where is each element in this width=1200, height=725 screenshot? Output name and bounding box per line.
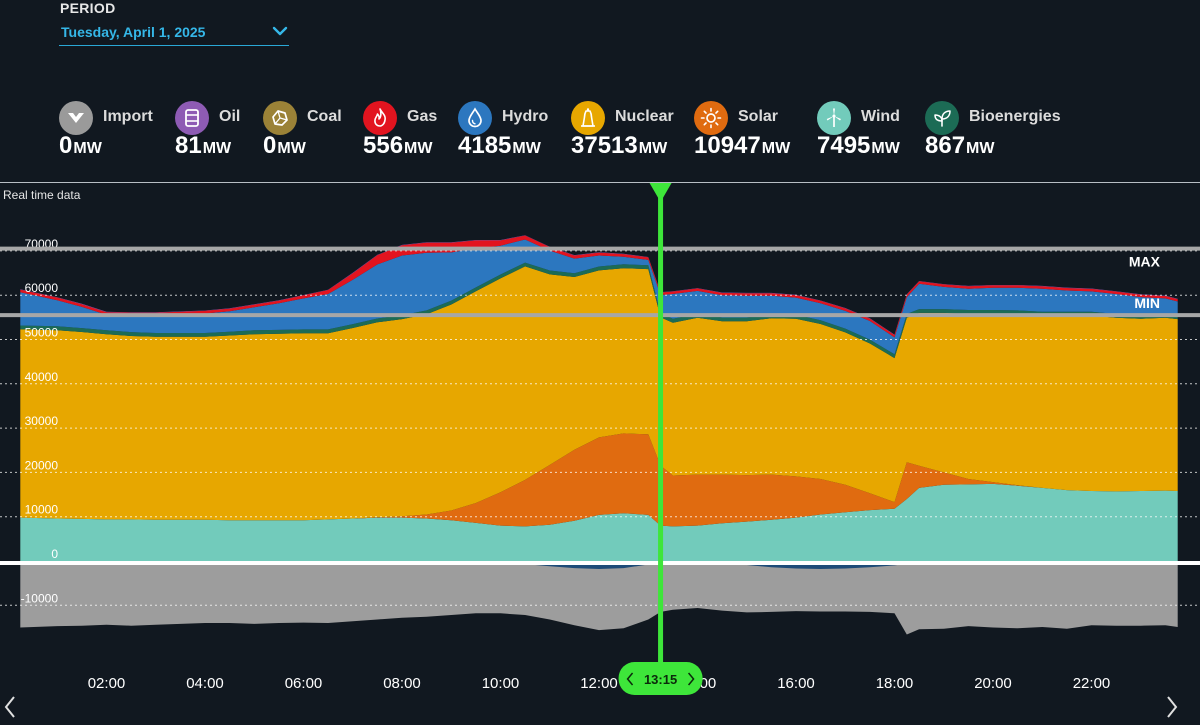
source-gas: Gas 556MW	[363, 100, 453, 168]
water-drop-icon	[458, 101, 492, 135]
time-cursor-handle[interactable]	[649, 183, 672, 202]
source-unit: MW	[277, 140, 306, 157]
chevron-down-icon	[59, 101, 93, 135]
source-value: 37513	[571, 132, 638, 159]
realtime-label: Real time data	[3, 188, 81, 202]
source-name: Oil	[219, 108, 241, 125]
y-tick-label: 20000	[25, 458, 59, 472]
previous-day-arrow-icon[interactable]	[0, 692, 20, 722]
y-tick-label: 40000	[25, 370, 59, 384]
flame-icon	[363, 101, 397, 135]
y-tick-label: -10000	[21, 591, 59, 605]
series-area-bioenergies	[20, 262, 1178, 359]
series-area-nuclear	[20, 266, 1178, 521]
x-tick-label: 02:00	[88, 675, 126, 692]
chevron-left-icon	[626, 672, 634, 686]
nuclear-plant-icon	[571, 101, 605, 135]
series-area-gas	[20, 235, 1178, 338]
coal-icon	[263, 101, 297, 135]
series-area-wind	[20, 483, 1178, 561]
source-value: 556	[363, 132, 404, 159]
source-name: Wind	[861, 108, 900, 125]
y-tick-label: 60000	[25, 281, 59, 295]
barrel-icon	[175, 101, 209, 135]
source-coal: Coal 0MW	[263, 100, 353, 168]
x-tick-label: 20:00	[974, 675, 1012, 692]
x-tick-label: 06:00	[285, 675, 323, 692]
energy-sources: Import 0MW Oil 81MW Coal 0MW Gas 556MW H…	[0, 100, 1200, 170]
sun-icon	[694, 101, 728, 135]
source-unit: MW	[73, 140, 102, 157]
y-tick-label: 0	[51, 547, 58, 561]
leaf-icon	[925, 101, 959, 135]
source-hydro: Hydro 4185MW	[458, 100, 558, 168]
series-area-exports	[20, 561, 1178, 635]
source-nuclear: Nuclear 37513MW	[571, 100, 681, 168]
source-unit: MW	[638, 140, 668, 157]
source-unit: MW	[404, 140, 433, 157]
source-solar: Solar 10947MW	[694, 100, 804, 168]
x-tick-label: 12:00	[580, 675, 618, 692]
source-name: Gas	[407, 108, 438, 125]
source-unit: MW	[966, 140, 995, 157]
x-tick-label: 04:00	[186, 675, 224, 692]
production-area-chart[interactable]: -100000100002000030000400005000060000700…	[0, 183, 1200, 725]
source-unit: MW	[202, 140, 232, 157]
y-tick-label: 50000	[25, 326, 59, 340]
source-value: 0	[263, 132, 277, 159]
source-value: 867	[925, 132, 966, 159]
x-tick-label: 22:00	[1073, 675, 1111, 692]
period-label: PERIOD	[60, 0, 116, 16]
source-name: Nuclear	[615, 108, 674, 125]
source-name: Bioenergies	[969, 108, 1061, 125]
source-value: 10947	[694, 132, 761, 159]
min-label: MIN	[1134, 295, 1160, 311]
source-name: Coal	[307, 108, 342, 125]
source-name: Hydro	[502, 108, 549, 125]
y-tick-label: 10000	[25, 503, 59, 517]
next-day-arrow-icon[interactable]	[1162, 692, 1182, 722]
y-tick-label: 30000	[25, 414, 59, 428]
source-import: Import 0MW	[59, 100, 159, 168]
period-select[interactable]: Tuesday, April 1, 2025	[59, 22, 289, 46]
series-area-hydro	[20, 239, 1178, 355]
source-unit: MW	[761, 140, 791, 157]
source-wind: Wind 7495MW	[817, 100, 917, 168]
wind-turbine-icon	[817, 101, 851, 135]
x-tick-label: 10:00	[482, 675, 520, 692]
max-label: MAX	[1129, 254, 1161, 270]
header-divider	[0, 182, 1200, 183]
period-value: Tuesday, April 1, 2025	[61, 24, 206, 40]
source-value: 4185	[458, 132, 512, 159]
source-name: Import	[103, 108, 153, 125]
x-tick-label: 16:00	[777, 675, 815, 692]
chevron-down-icon	[272, 26, 288, 36]
source-unit: MW	[871, 140, 900, 157]
source-value: 81	[175, 132, 202, 159]
time-cursor-label: 13:15	[644, 672, 677, 687]
source-value: 7495	[817, 132, 871, 159]
source-bioenergies: Bioenergies 867MW	[925, 100, 1065, 168]
series-area-solar	[20, 433, 1178, 527]
time-cursor-pill[interactable]	[618, 662, 703, 695]
source-oil: Oil 81MW	[175, 100, 255, 168]
x-tick-label: 08:00	[383, 675, 421, 692]
source-name: Solar	[738, 108, 779, 125]
x-tick-label: 18:00	[876, 675, 914, 692]
source-value: 0	[59, 132, 73, 159]
source-unit: MW	[512, 140, 541, 157]
chevron-right-icon	[687, 672, 695, 686]
